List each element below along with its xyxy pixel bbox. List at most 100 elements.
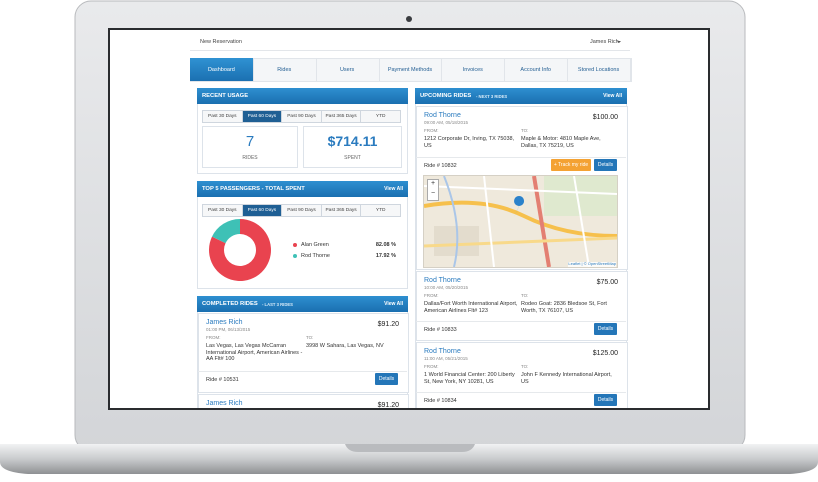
nav-tab[interactable]: Dashboard — [190, 58, 254, 81]
panel-subtitle: - NEXT 3 RIDES — [476, 94, 508, 99]
details-button[interactable]: Details — [594, 323, 617, 335]
nav-label[interactable]: Payment Methods — [387, 67, 433, 73]
map-drawing — [424, 176, 617, 267]
from-label: FROM: — [424, 128, 439, 133]
view-all[interactable]: View All — [384, 186, 403, 192]
period-tab[interactable]: YTD — [360, 110, 401, 123]
ride-card — [198, 313, 409, 393]
view-all[interactable]: View All — [384, 301, 403, 307]
rides-box: 7 RIDES — [202, 126, 298, 168]
period-tab-label[interactable]: Past 90 Days — [287, 208, 316, 213]
period-tab[interactable]: Past 365 Days — [320, 110, 362, 123]
to-address: Maple & Motor: 4810 Maple Ave, Dallas, T… — [521, 136, 601, 149]
legend-name: Alan Green — [301, 242, 329, 248]
nav-label[interactable]: Stored Locations — [577, 67, 620, 73]
ride-price: $100.00 — [592, 114, 618, 121]
nav-tab[interactable]: Users — [316, 58, 380, 81]
caret — [617, 41, 621, 43]
ride-time: 09:00 AM, 05/18/2015 — [424, 120, 469, 125]
period-tab[interactable]: Past 90 Days — [281, 110, 322, 123]
passenger-name[interactable]: James Rich — [206, 400, 243, 407]
period-tab[interactable]: YTD — [360, 204, 401, 217]
ride-time: 10:00 AM, 05/20/2015 — [424, 285, 469, 290]
panel-title: RECENT USAGE — [202, 93, 249, 99]
ride-card — [198, 394, 409, 408]
period-tab[interactable]: Past 90 Days — [281, 204, 322, 217]
divider — [416, 392, 626, 393]
camera — [406, 16, 412, 22]
rides-label: RIDES — [242, 155, 258, 161]
track-button[interactable]: + Track my ride — [551, 159, 591, 171]
legend-dot — [293, 254, 297, 258]
period-tab-label[interactable]: Past 60 Days — [247, 208, 277, 213]
legend-value: 17.92 % — [375, 253, 396, 259]
screen: New Reservation James Rich Dashboard Rides U… — [110, 30, 708, 408]
to-address: John F Kennedy International Airport, US — [521, 372, 612, 385]
to-label: TO: — [521, 128, 529, 133]
from-label: FROM: — [424, 364, 439, 369]
ride-price: $75.00 — [596, 279, 618, 286]
nav-label[interactable]: Users — [339, 67, 355, 73]
period-tab-label[interactable]: Past 365 Days — [325, 114, 357, 119]
period-tab-label[interactable]: Past 60 Days — [247, 114, 277, 119]
period-tab-label[interactable]: Past 30 Days — [208, 114, 237, 119]
user-menu[interactable]: James Rich — [590, 39, 619, 45]
nav-label[interactable]: Dashboard — [207, 67, 235, 73]
nav-label[interactable]: Invoices — [462, 67, 483, 73]
period-tab[interactable]: Past 365 Days — [320, 204, 362, 217]
passenger-name[interactable]: James Rich — [206, 319, 243, 326]
ride-card — [416, 342, 628, 408]
panel-header: COMPLETED RIDES - LAST 3 RIDES View All — [197, 296, 408, 312]
map-road — [424, 176, 617, 267]
nav-tab[interactable]: Payment Methods — [379, 58, 443, 81]
period-tab[interactable]: Past 30 Days — [202, 204, 243, 217]
period-tab-label[interactable]: YTD — [375, 114, 386, 119]
new-reservation[interactable]: New Reservation — [200, 39, 242, 45]
zoom-in[interactable]: + — [430, 180, 436, 187]
nav-tab[interactable]: Account Info — [504, 58, 569, 81]
nav-label[interactable]: Rides — [277, 67, 292, 73]
ride-number: Ride # 10832 — [424, 163, 457, 169]
period-tab-label[interactable]: Past 365 Days — [325, 208, 357, 213]
passenger-name[interactable]: Rod Thorne — [424, 348, 461, 355]
period-tab[interactable]: Past 60 Days — [241, 110, 283, 123]
to-label: TO: — [521, 293, 529, 298]
period-tab-label[interactable]: YTD — [375, 208, 386, 213]
rides-count: 7 — [245, 133, 255, 150]
from-address: 1 World Financial Center: 200 Liberty St… — [424, 372, 515, 385]
zoom-control[interactable]: + − — [427, 179, 439, 201]
from-label: FROM: — [206, 335, 221, 340]
passenger-name[interactable]: Rod Thorne — [424, 277, 461, 284]
period-tab[interactable]: Past 30 Days — [202, 110, 243, 123]
zoom-out[interactable]: − — [430, 190, 436, 197]
from-address: 1212 Corporate Dr, Irving, TX 75038, US — [424, 136, 515, 149]
spent-label: SPENT — [344, 155, 361, 161]
period-tab[interactable]: Past 60 Days — [241, 204, 283, 217]
ride-time: 01:00 PM, 06/13/2015 — [206, 327, 251, 332]
ride-number: Ride # 10531 — [206, 377, 239, 383]
details-button[interactable]: Details — [594, 394, 617, 406]
nav-tab[interactable]: Stored Locations — [567, 58, 631, 81]
from-label: FROM: — [424, 293, 439, 298]
to-address: Rodeo Goat: 2836 Bledsoe St, Fort Worth,… — [521, 301, 607, 314]
period-tab-label[interactable]: Past 90 Days — [287, 114, 316, 119]
nav-label[interactable]: Account Info — [520, 67, 551, 73]
passenger-name[interactable]: Rod Thorne — [424, 112, 461, 119]
legend-dot — [293, 243, 297, 247]
view-all[interactable]: View All — [603, 93, 622, 99]
divider — [416, 157, 626, 158]
details-button[interactable]: Details — [375, 373, 398, 385]
details-button[interactable]: Details — [594, 159, 617, 171]
legend-value: 82.08 % — [375, 242, 396, 248]
spent-amount: $714.11 — [327, 133, 378, 149]
panel-header: TOP 5 PASSENGERS - TOTAL SPENT View All — [197, 181, 408, 197]
to-address: 3998 W Sahara, Las Vegas, NV — [306, 343, 384, 349]
panel-title: COMPLETED RIDES — [202, 301, 258, 307]
nav-tab[interactable]: Invoices — [441, 58, 506, 81]
nav-tab[interactable]: Rides — [253, 58, 317, 81]
ride-time: 11:00 AM, 05/21/2015 — [424, 356, 468, 361]
period-tab-label[interactable]: Past 30 Days — [208, 208, 237, 213]
ride-number: Ride # 10833 — [424, 327, 457, 333]
ride-price: $125.00 — [592, 350, 618, 357]
